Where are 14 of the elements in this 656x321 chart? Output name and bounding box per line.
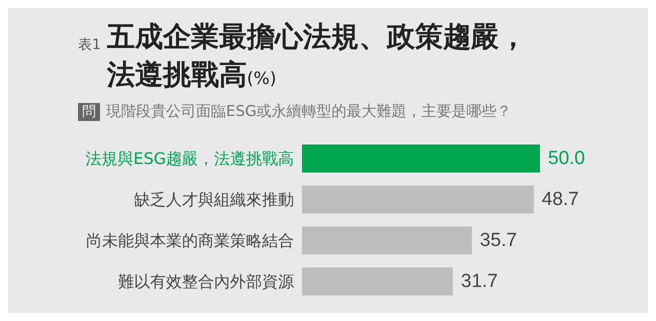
bar <box>302 186 534 214</box>
data-label: 50.0 <box>548 148 585 169</box>
y-tick-label: 缺乏人才與組織來推動 <box>134 190 294 209</box>
y-tick-label: 法規與ESG趨嚴，法遵挑戰高 <box>85 149 294 168</box>
data-label: 31.7 <box>460 271 498 292</box>
bar <box>302 144 540 172</box>
y-tick-label: 難以有效整合內外部資源 <box>118 272 294 291</box>
bar <box>302 226 472 254</box>
y-tick-label: 尚未能與本業的商業策略結合 <box>86 231 294 250</box>
chart-subtitle: 問 現階段貴公司面臨ESG或永續轉型的最大難題，主要是哪些？ <box>81 102 512 121</box>
bar <box>302 268 453 296</box>
data-label: 48.7 <box>542 189 579 210</box>
chart-title: 表1 五成企業最擔心法規、政策趨嚴，法遵挑戰高(%) <box>78 19 528 93</box>
data-label: 35.7 <box>480 230 517 251</box>
